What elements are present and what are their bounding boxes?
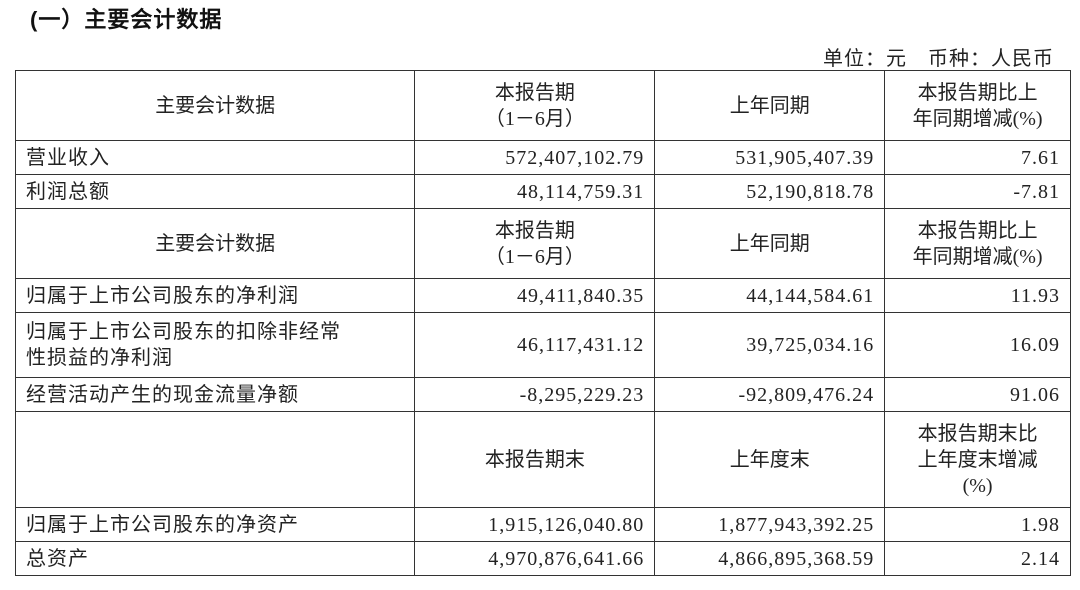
row-prior: 531,905,407.39: [654, 140, 886, 175]
header-prior-line: 上年同期: [729, 94, 810, 117]
header-change: 本报告期末比 上年度末增减 (%): [884, 411, 1071, 508]
header-prior-line: 上年同期: [729, 232, 810, 255]
header-current-line: （1－6月）: [484, 107, 585, 130]
row-item: 归属于上市公司股东的净利润: [14, 278, 416, 313]
row-prior: 4,866,895,368.59: [654, 541, 886, 576]
row-change: 1.98: [884, 507, 1071, 542]
table-row: 总资产 4,970,876,641.66 4,866,895,368.59 2.14: [14, 541, 1071, 576]
header-prior-line: 上年度末: [729, 448, 810, 471]
row-item: 营业收入: [14, 140, 416, 175]
row-prior: 44,144,584.61: [654, 278, 886, 313]
header-row: 主要会计数据 本报告期 （1－6月） 上年同期 本报告期比上 年同期增减(%): [14, 208, 1071, 279]
section-title: (一）主要会计数据: [30, 7, 223, 32]
header-current: 本报告期末: [414, 411, 656, 508]
row-change: 91.06: [884, 377, 1071, 412]
row-change: 11.93: [884, 278, 1071, 313]
row-item-line: 性损益的净利润: [26, 347, 173, 369]
row-change: 7.61: [884, 140, 1071, 175]
header-change-line: 本报告期比上: [917, 219, 1038, 242]
row-item: 经营活动产生的现金流量净额: [14, 377, 416, 412]
header-current-line: 本报告期: [494, 219, 575, 242]
row-change: 2.14: [884, 541, 1071, 576]
row-prior: 1,877,943,392.25: [654, 507, 886, 542]
row-current: -8,295,229.23: [414, 377, 656, 412]
header-row: 主要会计数据 本报告期 （1－6月） 上年同期 本报告期比上 年同期增减(%): [14, 70, 1071, 141]
header-change-line: 本报告期末比: [917, 422, 1038, 445]
header-item: [14, 411, 416, 508]
header-item: 主要会计数据: [14, 208, 416, 279]
header-prior: 上年同期: [654, 70, 886, 141]
header-current-line: （1－6月）: [484, 245, 585, 268]
row-current: 49,411,840.35: [414, 278, 656, 313]
accounting-data-table: 主要会计数据 本报告期 （1－6月） 上年同期 本报告期比上 年同期增减(%) 营业收入 57…: [14, 70, 1071, 576]
header-current: 本报告期 （1－6月）: [414, 70, 656, 141]
header-change-line: (%): [962, 474, 993, 497]
header-prior: 上年同期: [654, 208, 886, 279]
header-change-line: 本报告期比上: [917, 81, 1038, 104]
table-row: 归属于上市公司股东的净利润 49,411,840.35 44,144,584.61 1…: [14, 278, 1071, 313]
row-prior: 52,190,818.78: [654, 174, 886, 209]
row-current: 4,970,876,641.66: [414, 541, 656, 576]
table-row: 利润总额 48,114,759.31 52,190,818.78 -7.81: [14, 174, 1071, 209]
row-change: 16.09: [884, 312, 1071, 378]
table-row: 经营活动产生的现金流量净额 -8,295,229.23 -92,809,476.24…: [14, 377, 1071, 412]
header-change: 本报告期比上 年同期增减(%): [884, 70, 1071, 141]
header-change-line: 年同期增减(%): [912, 107, 1043, 130]
row-item: 总资产: [14, 541, 416, 576]
header-current-line: 本报告期: [494, 81, 575, 104]
table-row: 营业收入 572,407,102.79 531,905,407.39 7.61: [14, 140, 1071, 175]
row-item-line: 归属于上市公司股东的扣除非经常: [26, 321, 341, 343]
row-current: 46,117,431.12: [414, 312, 656, 378]
header-change: 本报告期比上 年同期增减(%): [884, 208, 1071, 279]
header-current: 本报告期 （1－6月）: [414, 208, 656, 279]
row-current: 572,407,102.79: [414, 140, 656, 175]
header-row: 本报告期末 上年度末 本报告期末比 上年度末增减 (%): [14, 411, 1071, 508]
table-row: 归属于上市公司股东的扣除非经常 性损益的净利润 46,117,431.12 39,72…: [14, 312, 1071, 378]
header-prior: 上年度末: [654, 411, 886, 508]
row-prior: 39,725,034.16: [654, 312, 886, 378]
row-change: -7.81: [884, 174, 1071, 209]
row-item: 利润总额: [14, 174, 416, 209]
row-current: 1,915,126,040.80: [414, 507, 656, 542]
header-current-line: 本报告期末: [484, 448, 585, 471]
row-prior: -92,809,476.24: [654, 377, 886, 412]
header-change-line: 上年度末增减: [917, 448, 1038, 471]
row-item: 归属于上市公司股东的净资产: [14, 507, 416, 542]
row-current: 48,114,759.31: [414, 174, 656, 209]
header-item: 主要会计数据: [14, 70, 416, 141]
row-item: 归属于上市公司股东的扣除非经常 性损益的净利润: [14, 312, 416, 378]
table-row: 归属于上市公司股东的净资产 1,915,126,040.80 1,877,943,3…: [14, 507, 1071, 542]
header-change-line: 年同期增减(%): [912, 245, 1043, 268]
unit-note: 单位：元 币种：人民币: [823, 48, 1054, 70]
